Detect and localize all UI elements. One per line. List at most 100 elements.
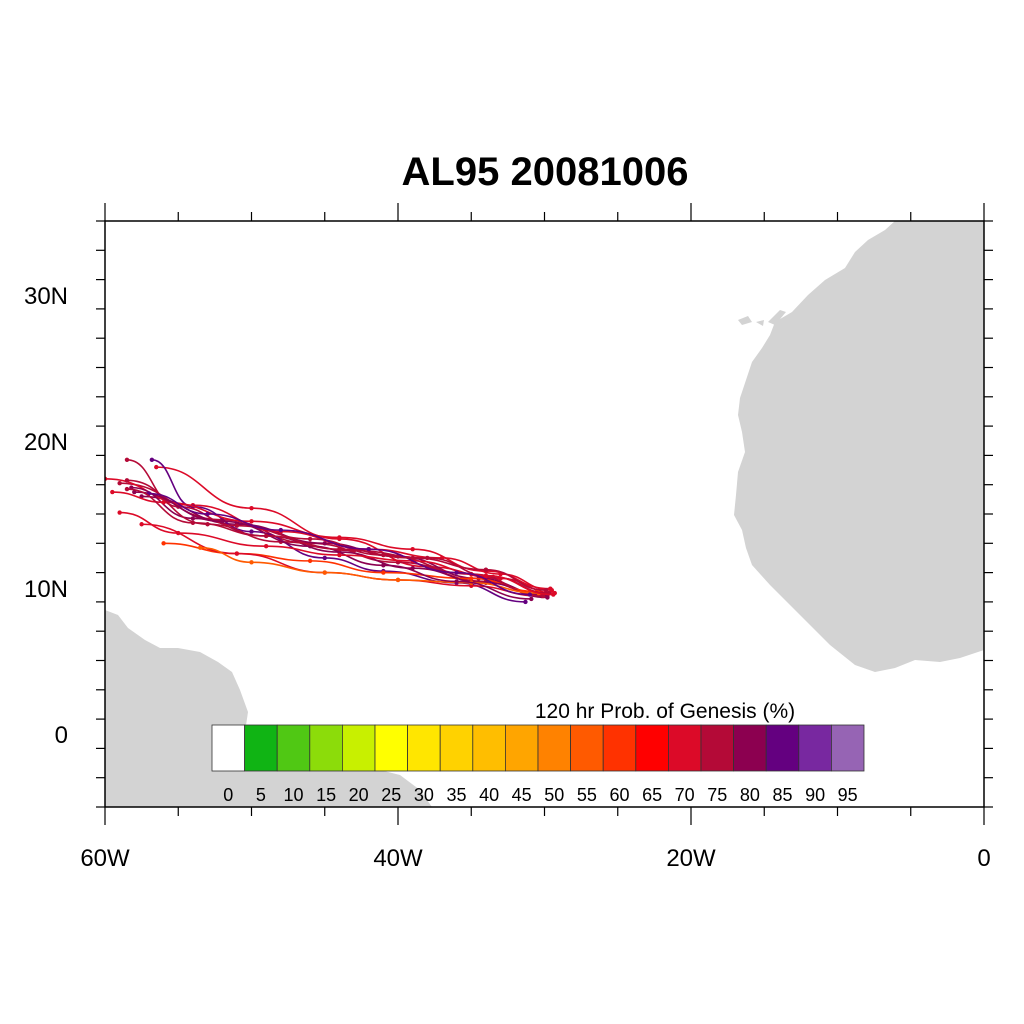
track-point bbox=[381, 563, 386, 568]
legend-swatch bbox=[439, 724, 474, 772]
track-point bbox=[161, 500, 166, 505]
lon-label-0: 0 bbox=[977, 845, 990, 872]
track-point bbox=[527, 592, 533, 597]
legend-swatch bbox=[700, 724, 734, 772]
track-point bbox=[322, 541, 327, 546]
track-point bbox=[395, 577, 401, 583]
track-point bbox=[234, 523, 240, 528]
legend-label: 30 bbox=[414, 785, 434, 805]
legend-swatch bbox=[831, 724, 865, 772]
legend-swatch bbox=[341, 724, 376, 772]
track-point bbox=[483, 567, 489, 572]
track-point bbox=[154, 464, 159, 470]
track-point bbox=[249, 519, 254, 524]
track-point bbox=[540, 593, 546, 599]
legend-swatch bbox=[276, 724, 311, 772]
track-point bbox=[198, 545, 203, 550]
legend-label: 50 bbox=[544, 785, 564, 805]
track-point bbox=[278, 527, 283, 533]
track-point bbox=[337, 535, 342, 540]
legend-label: 85 bbox=[772, 785, 792, 805]
track-point bbox=[529, 596, 534, 602]
track-line bbox=[134, 491, 532, 600]
land-africa bbox=[734, 221, 984, 672]
track-point bbox=[454, 570, 459, 575]
lon-label-60w: 60W bbox=[80, 845, 130, 872]
legend-swatch bbox=[309, 724, 343, 772]
track-point bbox=[205, 511, 210, 517]
track-point bbox=[149, 457, 155, 462]
legend-label: 70 bbox=[675, 785, 695, 805]
track-point bbox=[337, 546, 342, 552]
legend-label: 55 bbox=[577, 785, 597, 805]
track-point bbox=[410, 546, 415, 552]
track-point bbox=[124, 457, 130, 462]
storm-tracks bbox=[105, 457, 557, 605]
track-point bbox=[249, 529, 254, 534]
lat-label-20n: 20N bbox=[24, 429, 68, 456]
track-point bbox=[117, 510, 122, 515]
legend-swatch bbox=[244, 724, 278, 772]
legend-swatch bbox=[602, 724, 637, 772]
track-point bbox=[322, 555, 327, 561]
legend-swatch bbox=[504, 724, 539, 772]
legend-label: 15 bbox=[316, 785, 336, 805]
lon-label-20w: 20W bbox=[666, 845, 716, 872]
legend-swatch bbox=[570, 724, 604, 772]
legend-swatch bbox=[407, 724, 441, 772]
track-point bbox=[263, 533, 269, 539]
legend-label: 90 bbox=[805, 785, 825, 805]
legend-color-bar bbox=[211, 724, 865, 772]
track-point bbox=[139, 522, 144, 527]
legend-swatch bbox=[765, 724, 800, 772]
lon-axis-labels: 60W 40W 20W 0 bbox=[80, 845, 990, 872]
legend-label: 5 bbox=[256, 785, 266, 805]
track-line bbox=[200, 546, 539, 594]
legend-swatch bbox=[733, 724, 767, 772]
track-point bbox=[176, 530, 181, 536]
legend-label: 20 bbox=[349, 785, 369, 805]
lat-label-10n: 10N bbox=[24, 576, 68, 603]
legend-label: 25 bbox=[381, 785, 401, 805]
track-point bbox=[545, 595, 550, 600]
track-point bbox=[307, 536, 313, 542]
track-point bbox=[124, 478, 130, 483]
legend-swatch bbox=[635, 724, 669, 772]
track-point bbox=[249, 505, 254, 511]
track-point bbox=[322, 570, 327, 575]
land-canary-islands bbox=[738, 310, 786, 326]
legend-label: 10 bbox=[283, 785, 303, 805]
legend-label: 80 bbox=[740, 785, 760, 805]
track-point bbox=[220, 519, 225, 524]
track-point bbox=[132, 489, 137, 495]
legend-label: 45 bbox=[512, 785, 532, 805]
legend-label: 0 bbox=[223, 785, 233, 805]
track-point bbox=[190, 516, 196, 521]
track-point bbox=[190, 520, 196, 525]
track-point bbox=[551, 592, 556, 597]
track-point bbox=[249, 560, 254, 565]
track-point bbox=[543, 587, 549, 593]
legend-swatch bbox=[537, 724, 571, 772]
map-title: AL95 20081006 bbox=[401, 150, 689, 194]
track-point bbox=[161, 541, 166, 546]
track-point bbox=[454, 579, 459, 584]
track-point bbox=[366, 546, 371, 552]
track-point bbox=[548, 586, 553, 591]
track-point bbox=[263, 544, 269, 549]
lat-axis-labels: 30N 20N 10N 0 bbox=[24, 283, 68, 749]
legend-labels: 0 5 10 15 20 25 30 35 40 45 50 55 60 65 70 75 80 85 90 95 bbox=[223, 785, 857, 805]
axis-ticks bbox=[96, 203, 993, 825]
track-point bbox=[381, 570, 386, 575]
track-point bbox=[523, 599, 528, 605]
lat-label-0: 0 bbox=[55, 722, 68, 749]
map-plot-area bbox=[105, 221, 984, 807]
track-point bbox=[410, 555, 415, 561]
legend-label: 60 bbox=[609, 785, 629, 805]
legend-label: 65 bbox=[642, 785, 662, 805]
legend-label: 95 bbox=[838, 785, 858, 805]
legend-label: 35 bbox=[446, 785, 466, 805]
lon-label-40w: 40W bbox=[373, 845, 423, 872]
track-point bbox=[469, 576, 474, 581]
